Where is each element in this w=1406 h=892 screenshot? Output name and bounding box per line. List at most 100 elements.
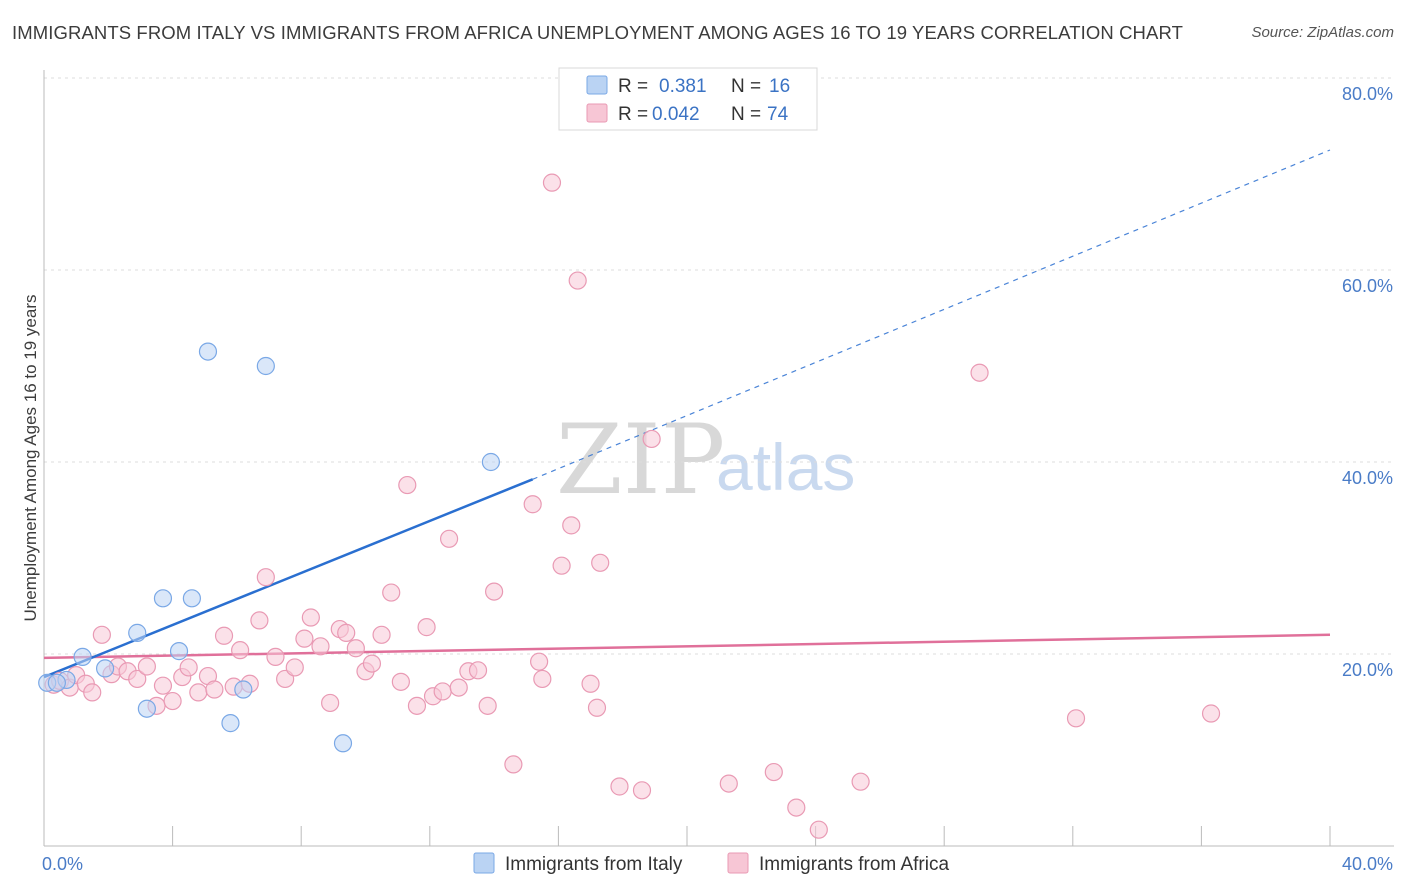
point-africa xyxy=(591,553,610,572)
point-africa xyxy=(128,669,147,689)
point-africa xyxy=(485,582,504,601)
point-italy xyxy=(137,699,156,718)
trendline-italy xyxy=(43,478,534,679)
y-axis-title: Unemployment Among Ages 16 to 19 years xyxy=(21,295,40,622)
point-africa xyxy=(632,781,652,800)
legend-r-value-italy: 0.381 xyxy=(659,76,707,97)
point-africa xyxy=(398,475,417,495)
point-africa xyxy=(153,676,173,695)
point-africa xyxy=(372,625,391,644)
point-africa xyxy=(266,647,285,666)
watermark: ZIP atlas xyxy=(556,404,855,516)
point-africa xyxy=(83,683,102,702)
point-africa xyxy=(542,173,562,192)
point-italy xyxy=(198,342,218,361)
point-africa xyxy=(970,363,989,382)
point-africa xyxy=(189,683,208,702)
point-africa xyxy=(642,429,661,449)
point-africa xyxy=(523,495,542,514)
point-italy xyxy=(128,623,147,642)
point-africa xyxy=(301,608,320,627)
point-africa xyxy=(285,658,304,677)
bottom-legend-label-italy: Immigrants from Italy xyxy=(505,854,683,875)
point-africa xyxy=(504,755,523,774)
legend-r-label-africa: R = xyxy=(618,104,648,125)
point-africa xyxy=(552,556,571,575)
bottom-legend: Immigrants from Italy Immigrants from Af… xyxy=(473,852,949,875)
point-italy xyxy=(234,680,253,699)
source-credit: Source: ZipAtlas.com xyxy=(1251,24,1394,41)
x-tick-label-start: 0.0% xyxy=(42,854,83,874)
legend: R = 0.381 N = 16 R = 0.042 N = 74 xyxy=(558,67,818,131)
point-italy xyxy=(182,589,201,608)
point-africa xyxy=(362,654,382,673)
legend-r-label-italy: R = xyxy=(618,76,648,97)
point-africa xyxy=(809,820,828,839)
point-africa xyxy=(337,623,356,642)
point-africa xyxy=(568,271,587,290)
legend-swatch-italy xyxy=(586,75,608,95)
point-africa xyxy=(346,639,365,658)
point-africa xyxy=(533,669,552,689)
point-italy xyxy=(256,356,275,376)
point-africa xyxy=(250,611,269,630)
point-africa xyxy=(764,762,783,782)
point-africa xyxy=(787,798,806,817)
point-africa xyxy=(581,674,600,693)
point-africa xyxy=(214,626,234,645)
point-africa xyxy=(1066,709,1086,728)
point-africa xyxy=(382,583,401,602)
trendline-italy-projection xyxy=(532,149,1331,480)
point-africa xyxy=(256,568,275,587)
data-points xyxy=(38,173,1221,839)
axes xyxy=(43,70,1394,847)
trendline-africa xyxy=(43,633,1331,660)
y-tick-labels: 20.0% 40.0% 60.0% 80.0% xyxy=(1342,84,1393,680)
point-africa xyxy=(311,637,330,656)
point-africa xyxy=(1201,704,1221,723)
point-africa xyxy=(92,625,111,644)
y-tick-label-20: 20.0% xyxy=(1342,660,1393,680)
gridlines xyxy=(44,77,1394,655)
point-italy xyxy=(153,589,173,608)
point-africa xyxy=(449,678,468,697)
point-africa xyxy=(587,698,607,717)
point-africa xyxy=(530,652,549,671)
point-italy xyxy=(481,452,500,472)
bottom-legend-swatch-italy xyxy=(473,852,495,874)
point-africa xyxy=(417,618,436,637)
legend-n-label-italy: N = xyxy=(731,76,761,97)
point-africa xyxy=(179,658,198,677)
point-africa xyxy=(407,696,427,715)
point-italy xyxy=(47,673,66,692)
point-africa xyxy=(478,696,497,715)
point-africa xyxy=(851,772,870,791)
legend-r-value-africa: 0.042 xyxy=(652,104,700,125)
point-italy xyxy=(95,659,115,678)
point-africa xyxy=(433,682,452,701)
watermark-atlas: atlas xyxy=(716,430,855,504)
point-africa xyxy=(205,680,224,699)
point-africa xyxy=(562,516,581,535)
y-tick-label-40: 40.0% xyxy=(1342,468,1393,488)
legend-n-value-africa: 74 xyxy=(767,104,789,125)
point-africa xyxy=(391,672,410,691)
watermark-zip: ZIP xyxy=(556,404,725,516)
legend-n-label-africa: N = xyxy=(731,104,761,125)
point-africa xyxy=(719,774,738,793)
legend-n-value-italy: 16 xyxy=(769,76,790,97)
x-tick-labels: 0.0% 40.0% xyxy=(42,854,1393,874)
y-tick-label-60: 60.0% xyxy=(1342,276,1393,296)
trendlines xyxy=(43,149,1331,679)
point-africa xyxy=(439,529,459,548)
y-tick-label-80: 80.0% xyxy=(1342,84,1393,104)
point-italy xyxy=(169,642,189,661)
legend-swatch-africa xyxy=(586,103,608,123)
point-africa xyxy=(610,777,629,796)
point-africa xyxy=(321,693,340,713)
point-africa xyxy=(137,657,156,676)
chart-title: IMMIGRANTS FROM ITALY VS IMMIGRANTS FROM… xyxy=(12,22,1183,43)
point-africa xyxy=(231,641,250,660)
x-tick-label-end: 40.0% xyxy=(1342,854,1393,874)
